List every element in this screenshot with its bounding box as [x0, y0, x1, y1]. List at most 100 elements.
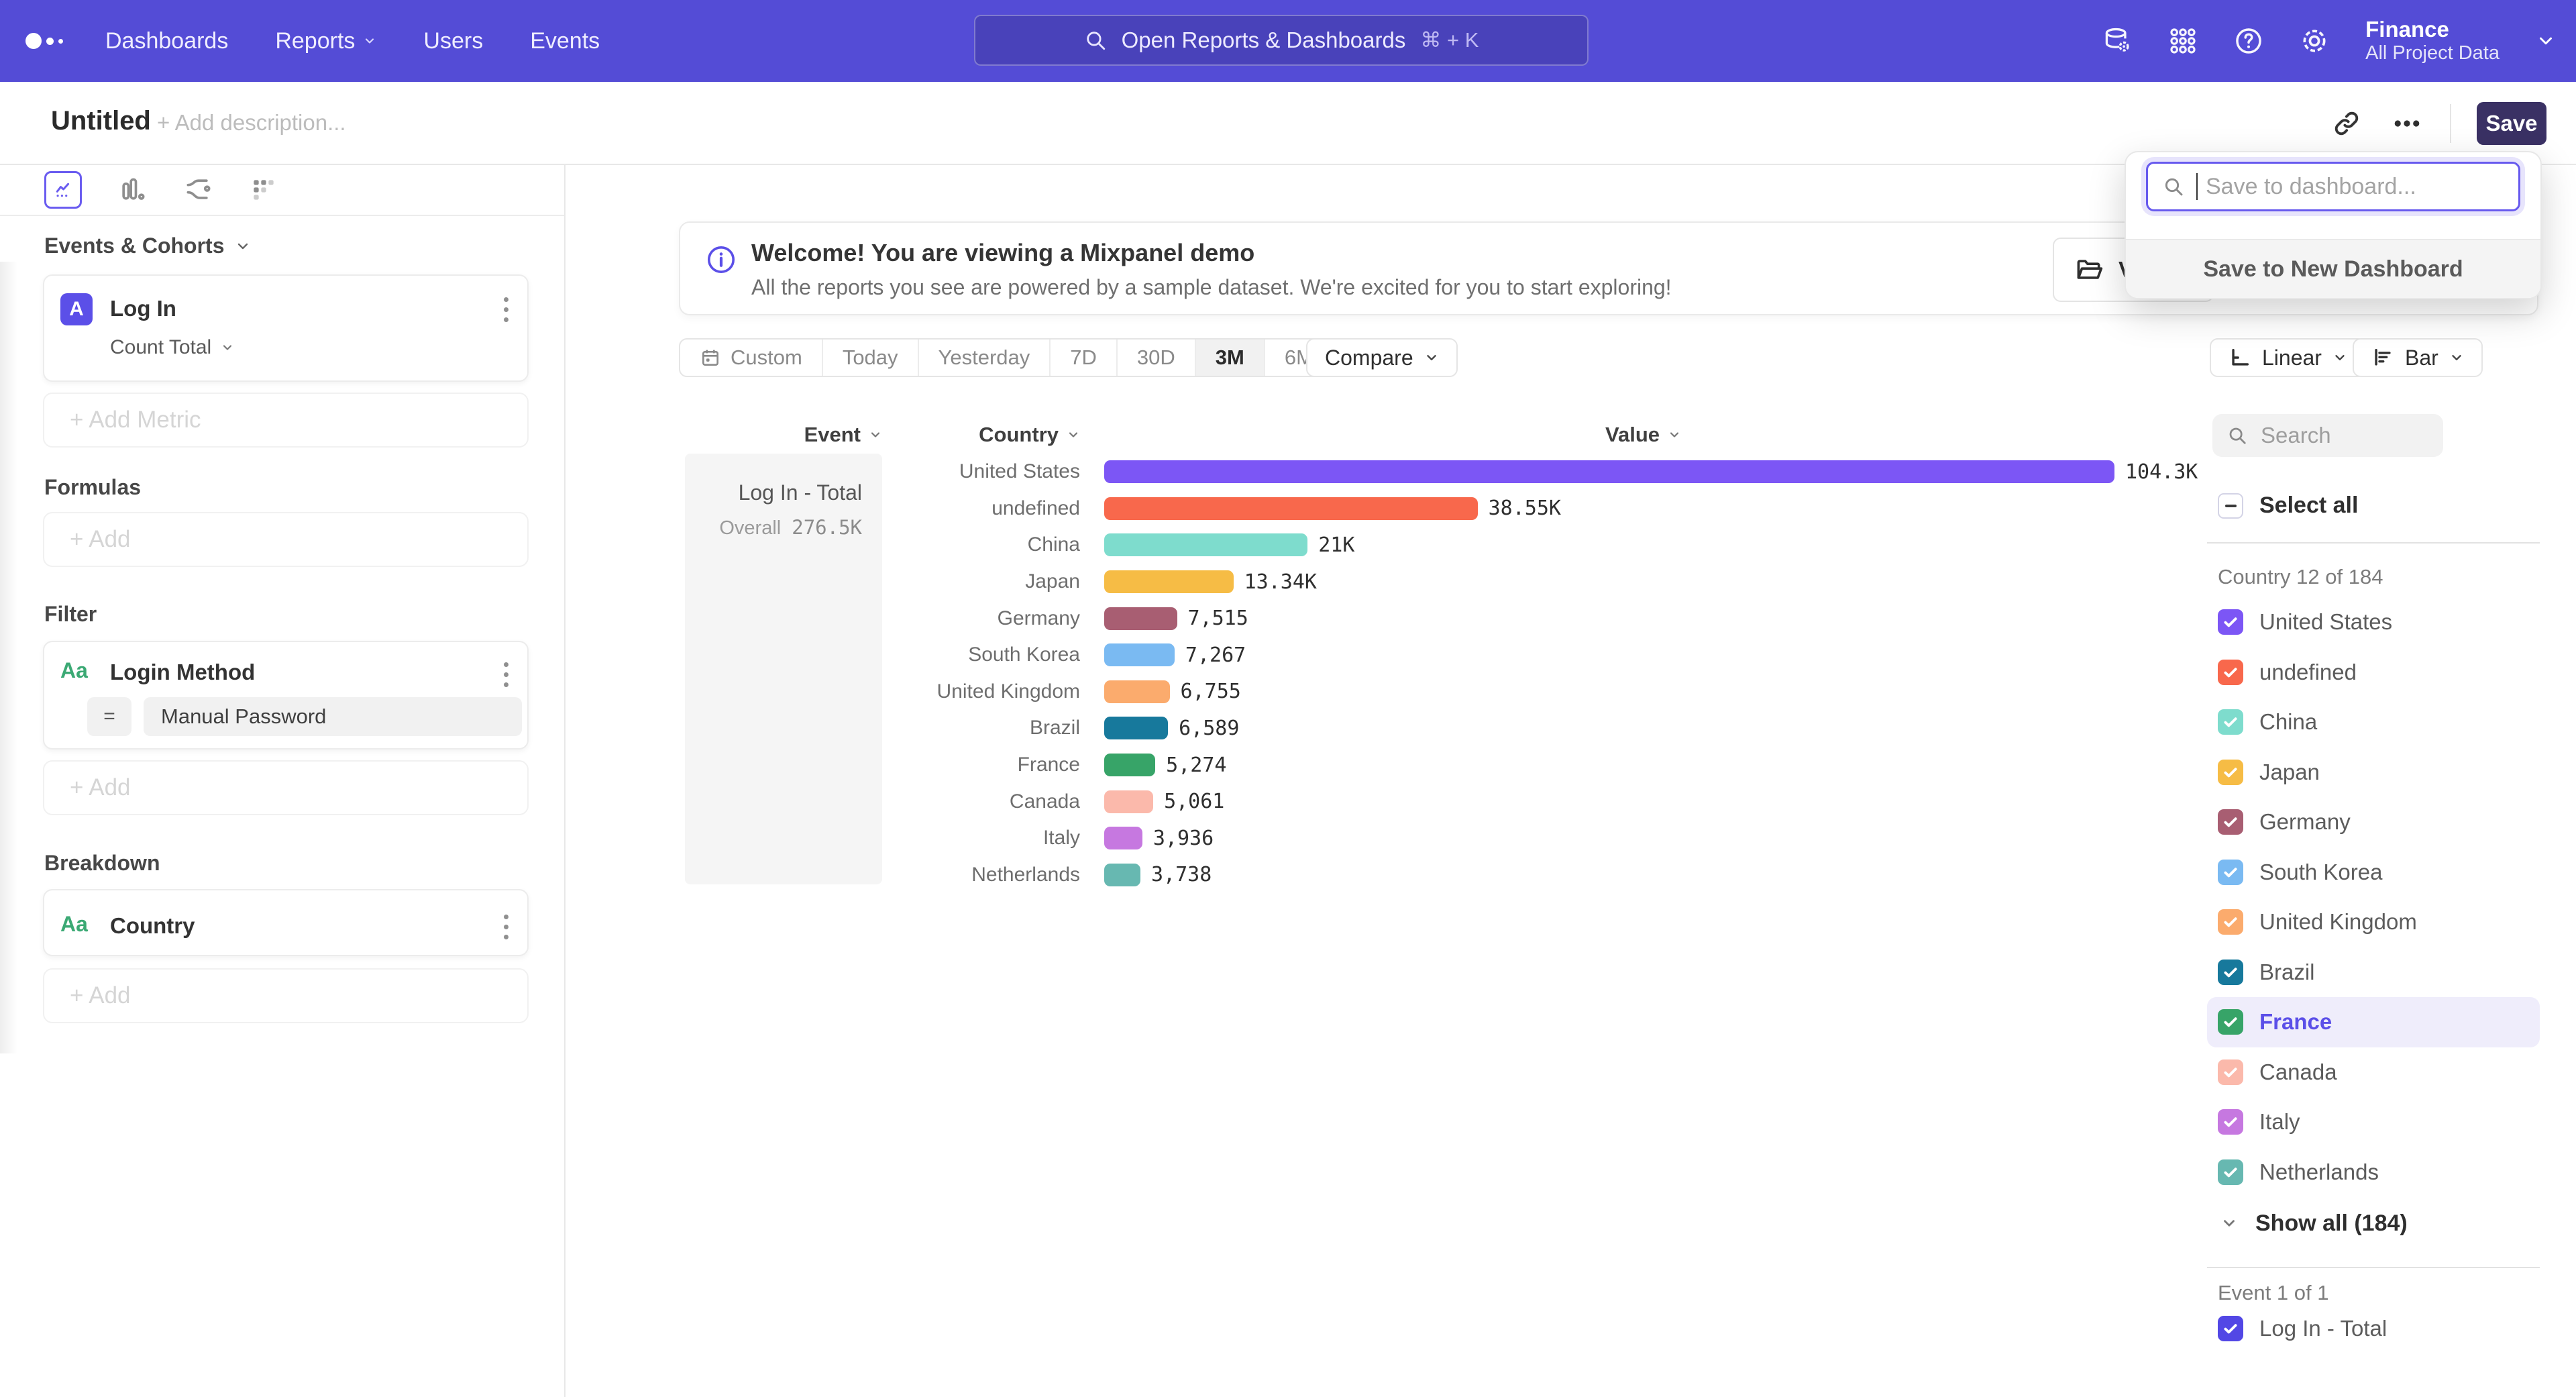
bar[interactable] — [1104, 680, 1170, 703]
save-dashboard-search-input[interactable]: Save to dashboard... — [2146, 162, 2520, 211]
chevron-down-icon — [1426, 355, 1436, 360]
project-switcher[interactable]: Finance All Project Data — [2365, 17, 2500, 64]
nav-item-users[interactable]: Users — [423, 28, 484, 54]
bar[interactable] — [1104, 754, 1156, 777]
column-header-country[interactable]: Country — [892, 423, 1080, 447]
metric-event-name[interactable]: Log In — [110, 296, 176, 321]
filter-property-name[interactable]: Login Method — [110, 660, 256, 684]
legend-checkbox[interactable] — [2218, 659, 2243, 685]
legend-checkbox[interactable] — [2218, 959, 2243, 985]
legend-checkbox[interactable] — [2218, 1059, 2243, 1085]
event-checkbox[interactable] — [2218, 1316, 2243, 1341]
legend-checkbox[interactable] — [2218, 1159, 2243, 1185]
legend-search-input[interactable]: Search — [2212, 414, 2443, 457]
tab-funnels[interactable] — [117, 174, 148, 205]
add-metric-button[interactable]: + Add Metric — [43, 393, 529, 448]
column-header-event[interactable]: Event — [685, 423, 882, 447]
bar[interactable] — [1104, 497, 1478, 520]
legend-checkbox[interactable] — [2218, 1109, 2243, 1135]
legend-checkbox[interactable] — [2218, 709, 2243, 735]
mixpanel-logo-icon[interactable] — [25, 0, 63, 82]
add-description-field[interactable]: + Add description... — [157, 110, 346, 135]
events-cohorts-header[interactable]: Events & Cohorts — [44, 234, 251, 258]
tab-insights[interactable] — [44, 171, 82, 209]
breakdown-property-name[interactable]: Country — [110, 913, 195, 938]
legend-row-united-states[interactable]: United States — [2207, 597, 2540, 648]
more-options-button[interactable] — [2390, 106, 2424, 141]
show-all-button[interactable]: Show all (184) — [2207, 1198, 2540, 1248]
bar[interactable] — [1104, 717, 1169, 740]
legend-row-south-korea[interactable]: South Korea — [2207, 847, 2540, 898]
legend-checkbox[interactable] — [2218, 809, 2243, 835]
metric-card-log-in[interactable]: A Log In Count Total — [43, 274, 529, 382]
save-button[interactable]: Save — [2477, 102, 2546, 145]
add-filter-button[interactable]: + Add — [43, 760, 529, 815]
date-tab-7d[interactable]: 7D — [1051, 340, 1118, 376]
legend-checkbox[interactable] — [2218, 759, 2243, 785]
legend-row-japan[interactable]: Japan — [2207, 747, 2540, 798]
tab-retention[interactable] — [248, 174, 279, 205]
nav-item-dashboards[interactable]: Dashboards — [105, 28, 229, 54]
legend-label: Italy — [2259, 1109, 2300, 1135]
tab-flows[interactable] — [182, 174, 213, 205]
legend-checkbox[interactable] — [2218, 609, 2243, 635]
bar[interactable] — [1104, 460, 2114, 484]
filter-value[interactable]: Manual Password — [144, 697, 522, 736]
filter-card-login-method[interactable]: Aa Login Method = Manual Password — [43, 641, 529, 749]
add-formula-button[interactable]: + Add — [43, 512, 529, 567]
global-search-input[interactable]: Open Reports & Dashboards ⌘ + K — [974, 15, 1589, 66]
legend-row-united-kingdom[interactable]: United Kingdom — [2207, 897, 2540, 947]
legend-row-netherlands[interactable]: Netherlands — [2207, 1147, 2540, 1198]
date-tab-3m[interactable]: 3M — [1195, 340, 1265, 376]
legend-checkbox[interactable] — [2218, 1009, 2243, 1035]
report-title[interactable]: Untitled — [51, 106, 151, 136]
settings-gear-icon[interactable] — [2300, 26, 2329, 56]
legend-row-canada[interactable]: Canada — [2207, 1047, 2540, 1098]
category-label: United Kingdom — [936, 680, 1080, 703]
bar[interactable] — [1104, 607, 1177, 630]
chevron-down-icon[interactable] — [2536, 31, 2556, 51]
legend-row-undefined[interactable]: undefined — [2207, 648, 2540, 698]
copy-link-button[interactable] — [2329, 106, 2364, 141]
legend-row-france[interactable]: France — [2207, 997, 2540, 1047]
select-all-checkbox[interactable] — [2218, 493, 2243, 519]
kebab-menu-icon[interactable] — [500, 911, 513, 943]
date-tab-today[interactable]: Today — [823, 340, 919, 376]
bar[interactable] — [1104, 827, 1142, 850]
kebab-menu-icon[interactable] — [500, 658, 513, 691]
legend-checkbox[interactable] — [2218, 859, 2243, 885]
bar[interactable] — [1104, 863, 1140, 886]
date-tab-custom[interactable]: Custom — [680, 340, 823, 376]
event-legend-row[interactable]: Log In - Total — [2218, 1316, 2387, 1341]
column-header-value[interactable]: Value — [1605, 423, 1681, 447]
aggregation-selector[interactable]: Count Total — [110, 336, 234, 359]
legend-row-china[interactable]: China — [2207, 697, 2540, 747]
value-label: 104.3K — [2125, 460, 2198, 484]
legend-checkbox[interactable] — [2218, 909, 2243, 935]
add-breakdown-button[interactable]: + Add — [43, 968, 529, 1023]
nav-item-events[interactable]: Events — [530, 28, 600, 54]
filter-operator[interactable]: = — [87, 697, 131, 736]
compare-button[interactable]: Compare — [1306, 338, 1458, 377]
nav-item-reports[interactable]: Reports — [275, 28, 376, 54]
bar[interactable] — [1104, 570, 1234, 594]
kebab-menu-icon[interactable] — [500, 293, 513, 326]
ellipsis-icon — [2394, 120, 2420, 127]
value-scale-selector[interactable]: Linear — [2210, 338, 2366, 377]
date-tab-30d[interactable]: 30D — [1118, 340, 1196, 376]
apps-grid-icon[interactable] — [2168, 26, 2198, 56]
save-to-new-dashboard-button[interactable]: Save to New Dashboard — [2126, 239, 2540, 298]
bar[interactable] — [1104, 643, 1175, 667]
legend-row-germany[interactable]: Germany — [2207, 797, 2540, 847]
category-label: Germany — [997, 607, 1080, 629]
bar[interactable] — [1104, 533, 1308, 557]
legend-row-brazil[interactable]: Brazil — [2207, 947, 2540, 998]
chart-type-selector[interactable]: Bar — [2353, 338, 2483, 377]
help-icon[interactable] — [2234, 26, 2263, 56]
data-management-icon[interactable] — [2102, 26, 2132, 56]
breakdown-card-country[interactable]: Aa Country — [43, 889, 529, 956]
select-all-row[interactable]: Select all — [2218, 493, 2358, 519]
date-tab-yesterday[interactable]: Yesterday — [919, 340, 1051, 376]
bar[interactable] — [1104, 790, 1154, 813]
legend-row-italy[interactable]: Italy — [2207, 1097, 2540, 1147]
